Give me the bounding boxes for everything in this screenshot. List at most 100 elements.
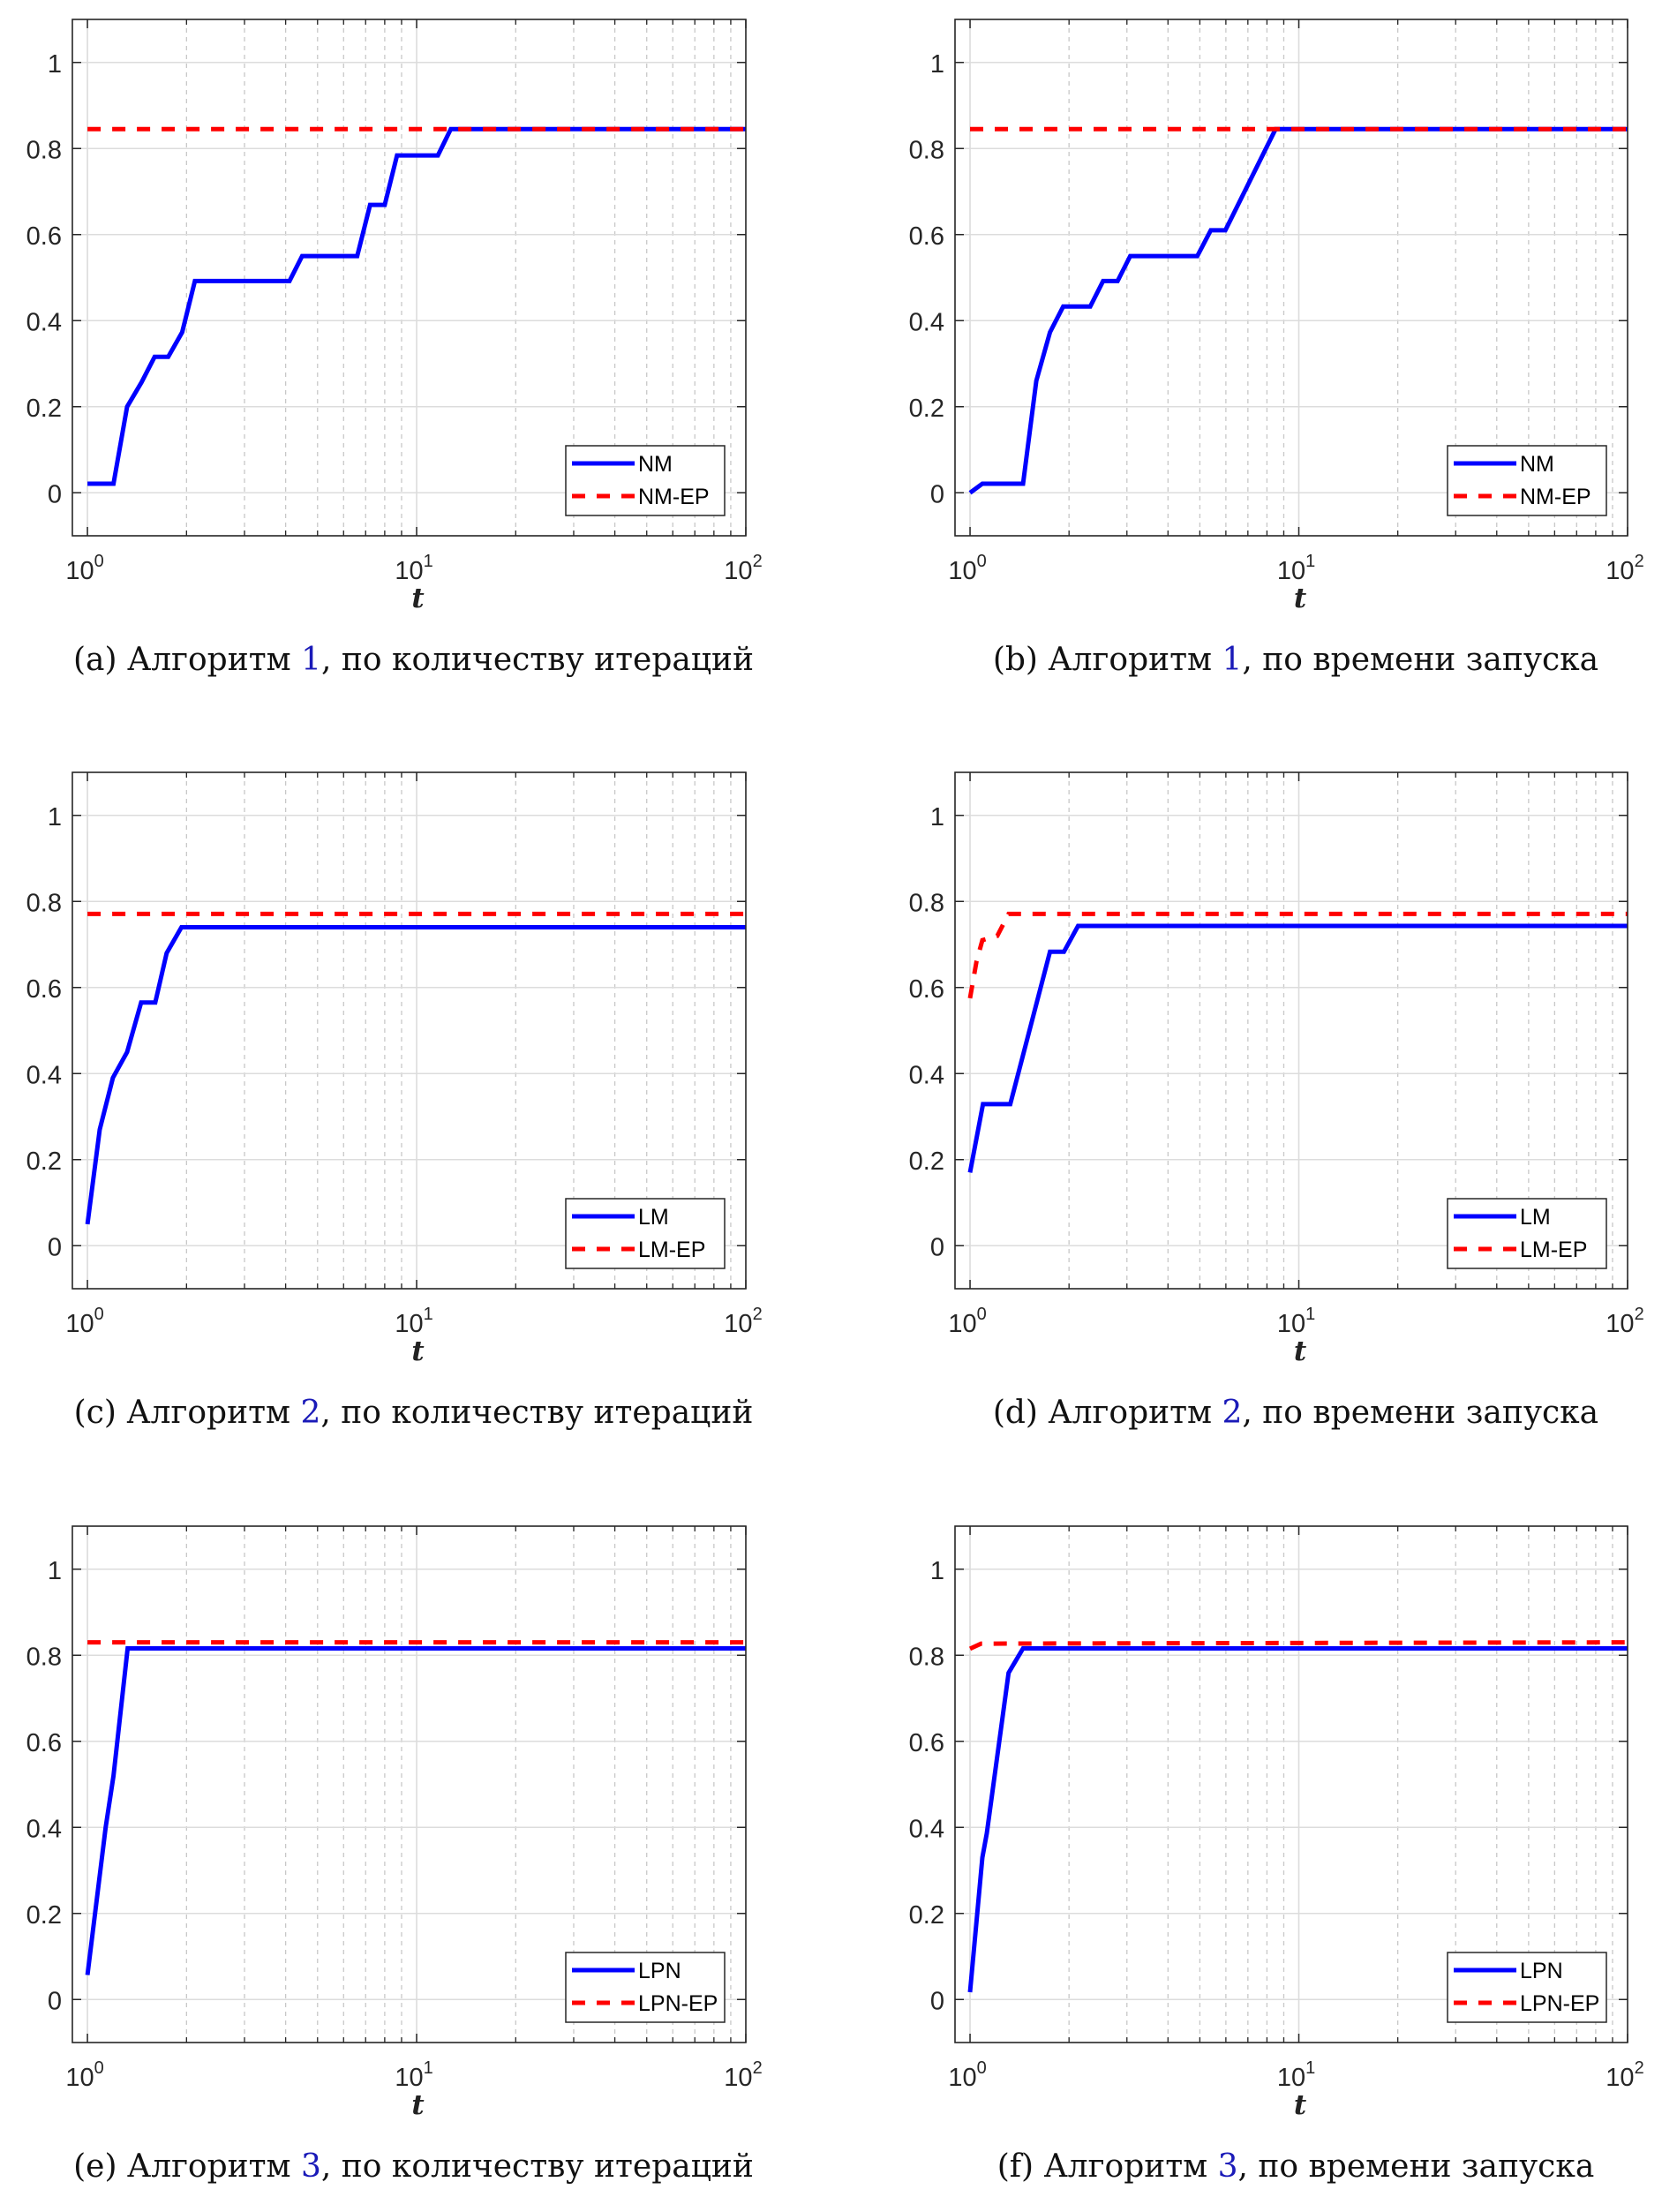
legend: LM LM-EP bbox=[1447, 1198, 1607, 1269]
x-tick-label: 101 bbox=[1277, 1305, 1315, 1338]
x-tick-base: 10 bbox=[1606, 1310, 1634, 1338]
legend-label: LPN-EP bbox=[1520, 1991, 1599, 2016]
x-tick-exponent: 1 bbox=[1305, 1305, 1315, 1324]
x-tick-base: 10 bbox=[724, 557, 752, 585]
y-tick-label: 0.8 bbox=[909, 889, 944, 917]
y-tick-label: 0.6 bbox=[909, 1729, 944, 1757]
caption-algorithm-ref: 1 bbox=[1222, 642, 1242, 678]
series-line-lm-ep bbox=[967, 911, 1628, 999]
y-tick-label: 0.8 bbox=[26, 889, 62, 917]
x-tick-exponent: 0 bbox=[94, 2058, 104, 2078]
legend: LM LM-EP bbox=[565, 1198, 726, 1269]
axes-frame bbox=[71, 1525, 747, 2043]
y-tick-label: 0.2 bbox=[909, 395, 944, 423]
caption-prefix: (e) Алгоритм bbox=[73, 2148, 301, 2185]
axes-frame bbox=[71, 19, 747, 537]
y-tick-label: 0 bbox=[48, 1987, 62, 2015]
caption-suffix: , по количеству итераций bbox=[321, 642, 754, 678]
series-group bbox=[87, 126, 746, 486]
x-tick-exponent: 2 bbox=[753, 552, 763, 571]
x-tick-label: 100 bbox=[65, 1305, 103, 1338]
legend: NM NM-EP bbox=[565, 445, 726, 516]
grid bbox=[72, 19, 747, 536]
x-tick-exponent: 0 bbox=[94, 552, 104, 571]
x-axis-label: t bbox=[411, 583, 425, 614]
x-tick-base: 10 bbox=[395, 1310, 423, 1338]
caption-prefix: (a) Алгоритм bbox=[73, 642, 301, 678]
series-group bbox=[85, 1640, 746, 1975]
legend-label: LM bbox=[638, 1205, 669, 1230]
y-tick-label: 0.6 bbox=[26, 975, 62, 1004]
caption-suffix: , по времени запуска bbox=[1242, 642, 1598, 678]
x-tick-exponent: 1 bbox=[1305, 552, 1315, 571]
x-tick-exponent: 0 bbox=[977, 2058, 987, 2078]
x-tick-exponent: 1 bbox=[424, 1305, 433, 1324]
x-tick-exponent: 1 bbox=[424, 2058, 433, 2078]
y-tick-label: 1 bbox=[930, 803, 944, 831]
x-tick-base: 10 bbox=[948, 1310, 976, 1338]
caption-algorithm-ref: 3 bbox=[1218, 2148, 1238, 2185]
x-tick-label: 102 bbox=[1606, 552, 1643, 585]
caption-algorithm-ref: 1 bbox=[301, 642, 321, 678]
caption-algorithm-ref: 3 bbox=[301, 2148, 321, 2185]
caption-prefix: (b) Алгоритм bbox=[993, 642, 1222, 678]
axes-frame bbox=[954, 771, 1628, 1290]
y-tick-label: 1 bbox=[930, 50, 944, 79]
y-tick-label: 0 bbox=[930, 1987, 944, 2015]
series-group bbox=[967, 911, 1628, 1173]
x-axis-label: t bbox=[1294, 583, 1307, 614]
series-line-nm bbox=[968, 126, 1628, 495]
x-axis-label: t bbox=[411, 2089, 425, 2121]
x-tick-base: 10 bbox=[1277, 2064, 1305, 2092]
x-tick-exponent: 2 bbox=[1635, 2058, 1644, 2078]
legend-label: LM bbox=[1520, 1205, 1551, 1230]
series-line-lm bbox=[967, 923, 1628, 1173]
legend-label: LPN-EP bbox=[638, 1991, 718, 2016]
x-tick-base: 10 bbox=[724, 1310, 752, 1338]
panel-caption: (b) Алгоритм 1, по времени запуска bbox=[993, 642, 1598, 678]
y-tick-label: 1 bbox=[48, 50, 62, 79]
series-line-lpn bbox=[967, 1646, 1628, 1993]
legend-label: LM-EP bbox=[638, 1238, 705, 1262]
x-tick-label: 100 bbox=[948, 552, 986, 585]
grid bbox=[72, 772, 747, 1289]
legend-box bbox=[1447, 1952, 1607, 2023]
grid bbox=[955, 1526, 1628, 2043]
x-tick-label: 102 bbox=[724, 552, 762, 585]
panel-caption: (a) Алгоритм 1, по количеству итераций bbox=[73, 642, 754, 678]
panel-caption: (f) Алгоритм 3, по времени запуска bbox=[997, 2148, 1595, 2185]
series-group bbox=[967, 1640, 1628, 1993]
x-tick-base: 10 bbox=[65, 1310, 94, 1338]
x-tick-label: 100 bbox=[65, 552, 103, 585]
y-tick-label: 0 bbox=[48, 480, 62, 508]
legend: LPN LPN-EP bbox=[565, 1952, 726, 2023]
x-tick-label: 101 bbox=[395, 552, 432, 585]
x-tick-exponent: 1 bbox=[1305, 2058, 1315, 2078]
y-tick-label: 1 bbox=[930, 1557, 944, 1585]
y-tick-label: 0 bbox=[930, 480, 944, 508]
y-tick-label: 0.8 bbox=[909, 136, 944, 164]
x-tick-exponent: 2 bbox=[753, 2058, 763, 2078]
panel-caption: (d) Алгоритм 2, по времени запуска bbox=[993, 1395, 1598, 1431]
x-tick-exponent: 2 bbox=[1635, 1305, 1644, 1324]
y-tick-label: 0.4 bbox=[26, 1061, 62, 1089]
legend: LPN LPN-EP bbox=[1447, 1952, 1607, 2023]
caption-algorithm-ref: 2 bbox=[300, 1395, 320, 1431]
legend-label: LPN bbox=[638, 1959, 681, 1983]
x-tick-label: 101 bbox=[1277, 552, 1315, 585]
y-tick-label: 0 bbox=[48, 1233, 62, 1261]
grid bbox=[955, 19, 1628, 536]
panel-caption: (e) Алгоритм 3, по количеству итераций bbox=[73, 2148, 754, 2185]
x-tick-base: 10 bbox=[1277, 557, 1305, 585]
y-tick-label: 0.6 bbox=[909, 975, 944, 1004]
x-tick-label: 102 bbox=[1606, 1305, 1643, 1338]
y-tick-label: 0.6 bbox=[26, 1729, 62, 1757]
legend-box bbox=[565, 1952, 726, 2023]
x-tick-base: 10 bbox=[948, 557, 976, 585]
caption-algorithm-ref: 2 bbox=[1222, 1395, 1242, 1431]
caption-prefix: (d) Алгоритм bbox=[993, 1395, 1222, 1431]
